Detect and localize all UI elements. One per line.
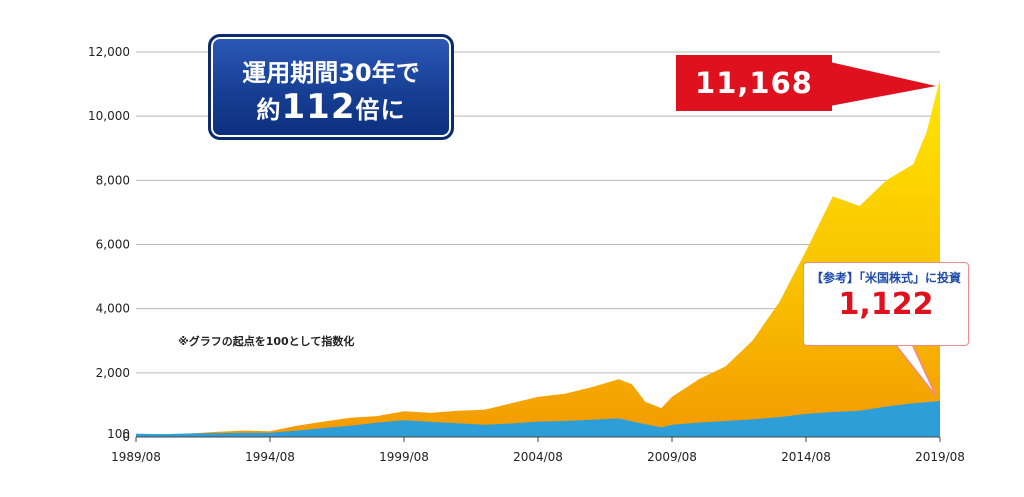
x-tick-label-1: 1994/08 — [245, 450, 295, 464]
x-tick-label-6: 2019/08 — [915, 450, 965, 464]
x-tick-label-4: 2009/08 — [647, 450, 697, 464]
headline-number: 112 — [281, 87, 356, 127]
headline-line1: 運用期間30年で — [242, 59, 420, 87]
main-value-callout: 11,168 — [676, 55, 832, 111]
x-tick-label-0: 1989/08 — [111, 450, 161, 464]
index-note: ※グラフの起点を100として指数化 — [178, 334, 354, 348]
x-tick-label-3: 2004/08 — [513, 450, 563, 464]
y-tick-label-5: 8,000 — [96, 173, 130, 187]
y-tick-label-6: 10,000 — [88, 109, 130, 123]
area-series-1 — [136, 401, 940, 437]
x-tick-label-5: 2014/08 — [781, 450, 831, 464]
headline-callout: 運用期間30年で 約112倍に — [208, 34, 454, 140]
reference-value: 1,122 — [838, 287, 934, 322]
y-tick-label-3: 4,000 — [96, 302, 130, 316]
reference-callout: 【参考】「米国株式」に投資 1,122 — [803, 262, 969, 346]
y-tick-label-2: 2,000 — [96, 366, 130, 380]
area-series — [136, 78, 940, 437]
y-tick-label-7: 12,000 — [88, 45, 130, 59]
headline-prefix: 約 — [256, 96, 282, 124]
reference-label: 【参考】「米国株式」に投資 — [810, 271, 961, 285]
callout-red-pointer — [830, 62, 936, 106]
y-tick-label-4: 6,000 — [96, 238, 130, 252]
area-series-0 — [136, 78, 940, 437]
y-tick-label-1: 100 — [107, 427, 130, 441]
y-tick-label-0: 0 — [122, 430, 130, 444]
headline-suffix: 倍に — [355, 96, 406, 124]
x-tick-label-2: 1999/08 — [379, 450, 429, 464]
headline-line2: 約112倍に — [211, 87, 451, 127]
